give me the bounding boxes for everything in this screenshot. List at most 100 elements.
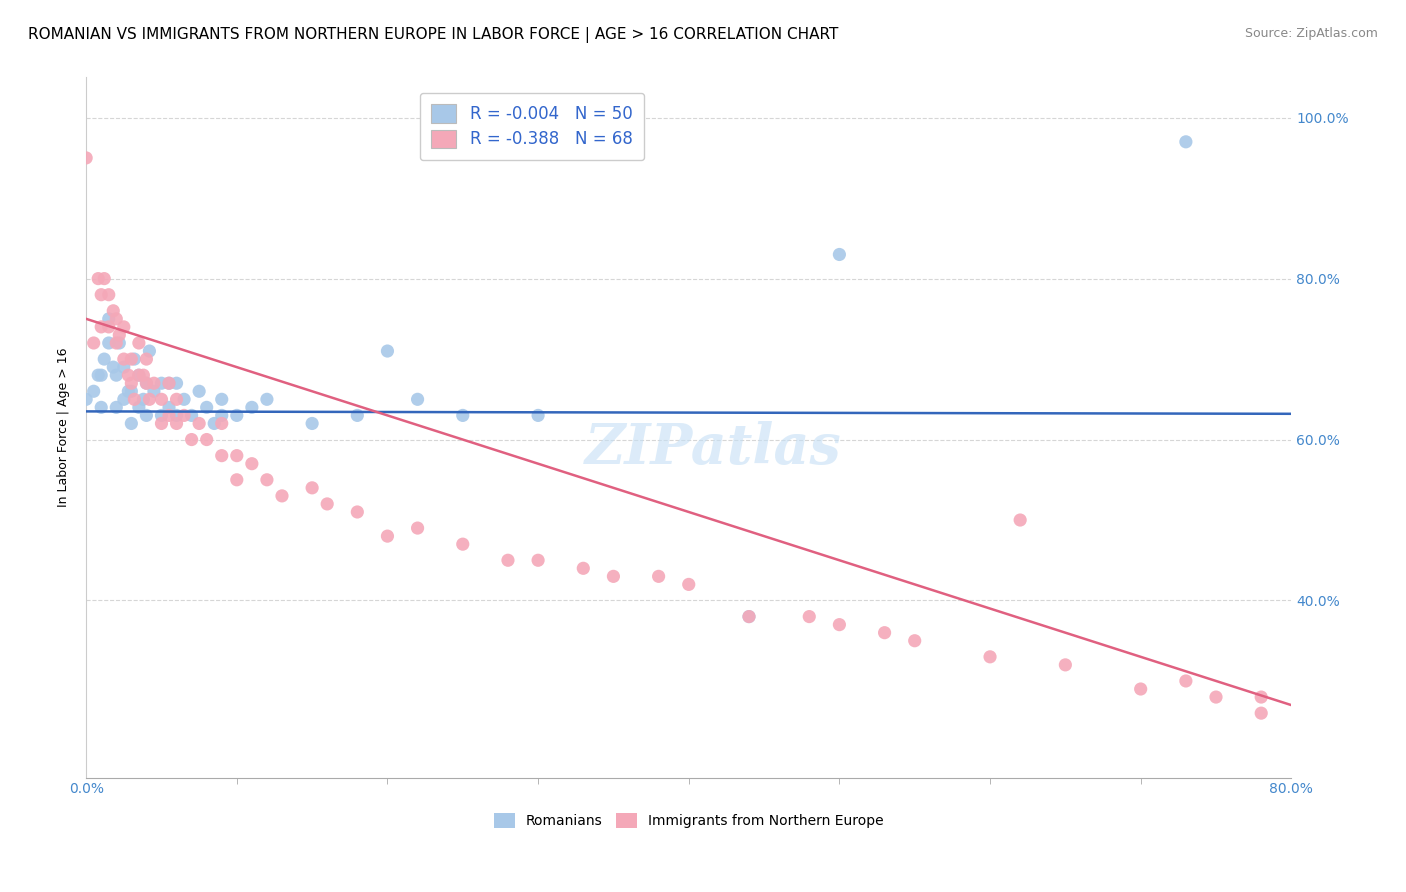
Point xyxy=(678,577,700,591)
Point xyxy=(527,409,550,423)
Point xyxy=(142,384,165,399)
Point xyxy=(150,392,173,407)
Point xyxy=(195,401,218,415)
Point xyxy=(166,376,188,391)
Point xyxy=(138,344,160,359)
Point xyxy=(202,417,225,431)
Point xyxy=(128,401,150,415)
Point xyxy=(135,376,157,391)
Point xyxy=(979,649,1001,664)
Point xyxy=(211,449,233,463)
Point xyxy=(406,392,429,407)
Point xyxy=(93,352,115,367)
Point xyxy=(496,553,519,567)
Point xyxy=(301,417,323,431)
Point xyxy=(188,417,211,431)
Point xyxy=(135,352,157,367)
Point xyxy=(105,368,128,383)
Point xyxy=(647,569,669,583)
Point xyxy=(75,151,97,165)
Point xyxy=(157,409,180,423)
Point xyxy=(87,271,110,285)
Point xyxy=(83,384,105,399)
Point xyxy=(83,336,105,351)
Point xyxy=(105,336,128,351)
Point xyxy=(1205,690,1227,704)
Point xyxy=(135,376,157,391)
Point xyxy=(97,319,120,334)
Point xyxy=(240,457,263,471)
Point xyxy=(166,409,188,423)
Point xyxy=(904,633,927,648)
Point xyxy=(799,609,821,624)
Point xyxy=(271,489,294,503)
Point xyxy=(451,409,474,423)
Point xyxy=(108,327,131,342)
Point xyxy=(128,368,150,383)
Point xyxy=(103,303,125,318)
Text: ROMANIAN VS IMMIGRANTS FROM NORTHERN EUROPE IN LABOR FORCE | AGE > 16 CORRELATIO: ROMANIAN VS IMMIGRANTS FROM NORTHERN EUR… xyxy=(28,27,838,43)
Point xyxy=(240,401,263,415)
Point xyxy=(451,537,474,551)
Point xyxy=(97,311,120,326)
Point xyxy=(112,392,135,407)
Point xyxy=(120,376,142,391)
Point xyxy=(301,481,323,495)
Point xyxy=(1250,706,1272,720)
Point xyxy=(1174,673,1197,688)
Point xyxy=(157,401,180,415)
Point xyxy=(316,497,339,511)
Point xyxy=(150,409,173,423)
Point xyxy=(105,311,128,326)
Point xyxy=(166,417,188,431)
Point xyxy=(873,625,896,640)
Point xyxy=(124,392,146,407)
Point xyxy=(93,271,115,285)
Point xyxy=(173,409,195,423)
Point xyxy=(225,449,247,463)
Point xyxy=(117,368,139,383)
Point xyxy=(828,247,851,261)
Point xyxy=(225,409,247,423)
Point xyxy=(142,376,165,391)
Text: Source: ZipAtlas.com: Source: ZipAtlas.com xyxy=(1244,27,1378,40)
Point xyxy=(120,384,142,399)
Text: ZIPatlas: ZIPatlas xyxy=(585,421,841,476)
Point xyxy=(157,376,180,391)
Point xyxy=(150,417,173,431)
Point xyxy=(103,360,125,375)
Point xyxy=(128,336,150,351)
Point xyxy=(97,287,120,301)
Point xyxy=(346,409,368,423)
Point xyxy=(112,352,135,367)
Point xyxy=(1054,657,1077,672)
Point xyxy=(135,409,157,423)
Point xyxy=(602,569,624,583)
Point xyxy=(166,392,188,407)
Point xyxy=(117,384,139,399)
Point xyxy=(112,360,135,375)
Point xyxy=(108,336,131,351)
Point xyxy=(188,384,211,399)
Point xyxy=(256,473,278,487)
Y-axis label: In Labor Force | Age > 16: In Labor Force | Age > 16 xyxy=(58,348,70,508)
Point xyxy=(211,417,233,431)
Point xyxy=(138,392,160,407)
Point xyxy=(150,376,173,391)
Point xyxy=(132,392,155,407)
Point xyxy=(157,376,180,391)
Point xyxy=(527,553,550,567)
Point xyxy=(120,417,142,431)
Point xyxy=(211,392,233,407)
Point xyxy=(738,609,761,624)
Point xyxy=(90,287,112,301)
Point xyxy=(112,319,135,334)
Point xyxy=(211,409,233,423)
Point xyxy=(90,368,112,383)
Point xyxy=(828,617,851,632)
Point xyxy=(90,401,112,415)
Point xyxy=(256,392,278,407)
Point xyxy=(132,368,155,383)
Point xyxy=(195,433,218,447)
Point xyxy=(105,401,128,415)
